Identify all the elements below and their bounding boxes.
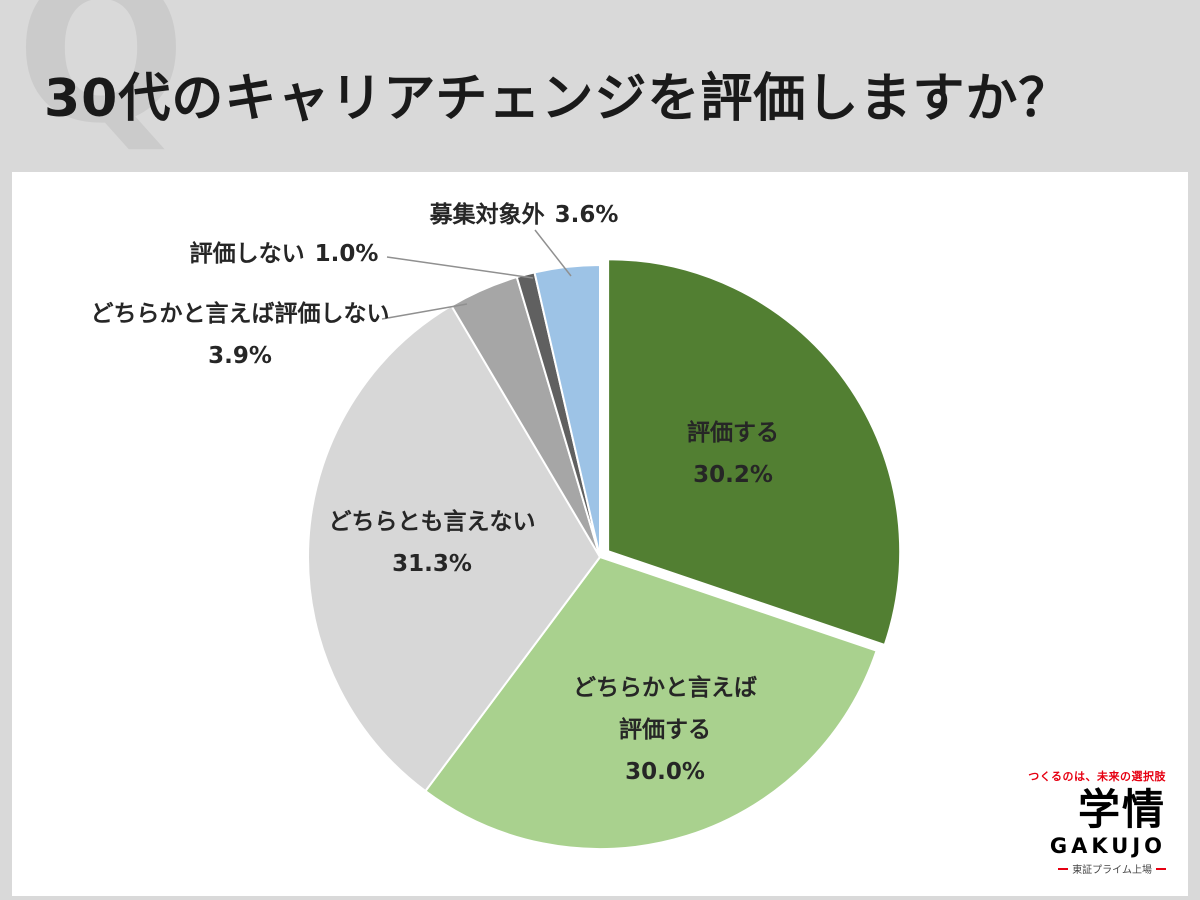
- slice-label-text: 評価する: [619, 717, 711, 744]
- leader-lines-group: [381, 229, 572, 320]
- slice-label-text: 評価する: [687, 420, 779, 447]
- slice-label-hyoka-shinai: 評価しない 1.0%: [190, 234, 379, 276]
- slice-label-text: どちらかと言えば: [573, 675, 757, 702]
- pie-slice-1: [607, 258, 902, 647]
- slice-label-value: 31.3%: [392, 551, 472, 577]
- logo-name-en: GAKUJO: [1049, 833, 1166, 858]
- slice-label-value: 1.0%: [314, 241, 379, 268]
- slice-label-boshutaishogai: 募集対象外 3.6%: [430, 195, 619, 237]
- pie-slice-3: [307, 304, 602, 793]
- gakujo-logo: つくるのは、未来の選択肢 学情 GAKUJO 東証プライム上場: [1028, 768, 1166, 876]
- slice-label-text: 募集対象外: [429, 202, 545, 229]
- chart-card: 評価する 30.2% どちらかと言えば 評価する 30.0% どちらとも言えない…: [12, 172, 1188, 896]
- q-watermark: Q: [16, 0, 187, 168]
- slice-label-dochiraka-shinai: どちらかと言えば評価しない 3.9%: [91, 294, 390, 378]
- slice-label-value: 3.6%: [554, 202, 619, 229]
- page-title: 30代のキャリアチェンジを評価しますか？: [44, 69, 1072, 129]
- slice-label-dochiratomo: どちらとも言えない 31.3%: [329, 502, 536, 586]
- slice-label-value: 30.0%: [625, 758, 705, 785]
- leader-line-dochiraka-shinai: [381, 303, 468, 320]
- slice-label-text: どちらとも言えない: [328, 509, 536, 536]
- slice-label-text: どちらかと言えば評価しない: [90, 301, 390, 328]
- logo-listing: 東証プライム上場: [1058, 861, 1166, 876]
- slice-label-hyoka-suru: 評価する 30.2%: [687, 413, 779, 497]
- pie-chart-svg: [307, 229, 902, 851]
- pie-slice-6: [533, 263, 601, 558]
- slice-label-text: 評価しない: [189, 241, 305, 268]
- logo-tagline: つくるのは、未来の選択肢: [1028, 769, 1166, 783]
- logo-name: 学情: [1077, 784, 1166, 834]
- leader-line-boshutaishogai: [534, 229, 572, 277]
- slice-label-dochiraka-suru: どちらかと言えば 評価する 30.0%: [573, 668, 757, 794]
- pie-slice-2: [424, 555, 878, 851]
- slice-label-value: 3.9%: [208, 343, 272, 369]
- slice-label-value: 30.2%: [693, 462, 773, 488]
- pie-slices-group: [307, 258, 902, 851]
- leader-line-hyoka-shinai: [386, 256, 534, 279]
